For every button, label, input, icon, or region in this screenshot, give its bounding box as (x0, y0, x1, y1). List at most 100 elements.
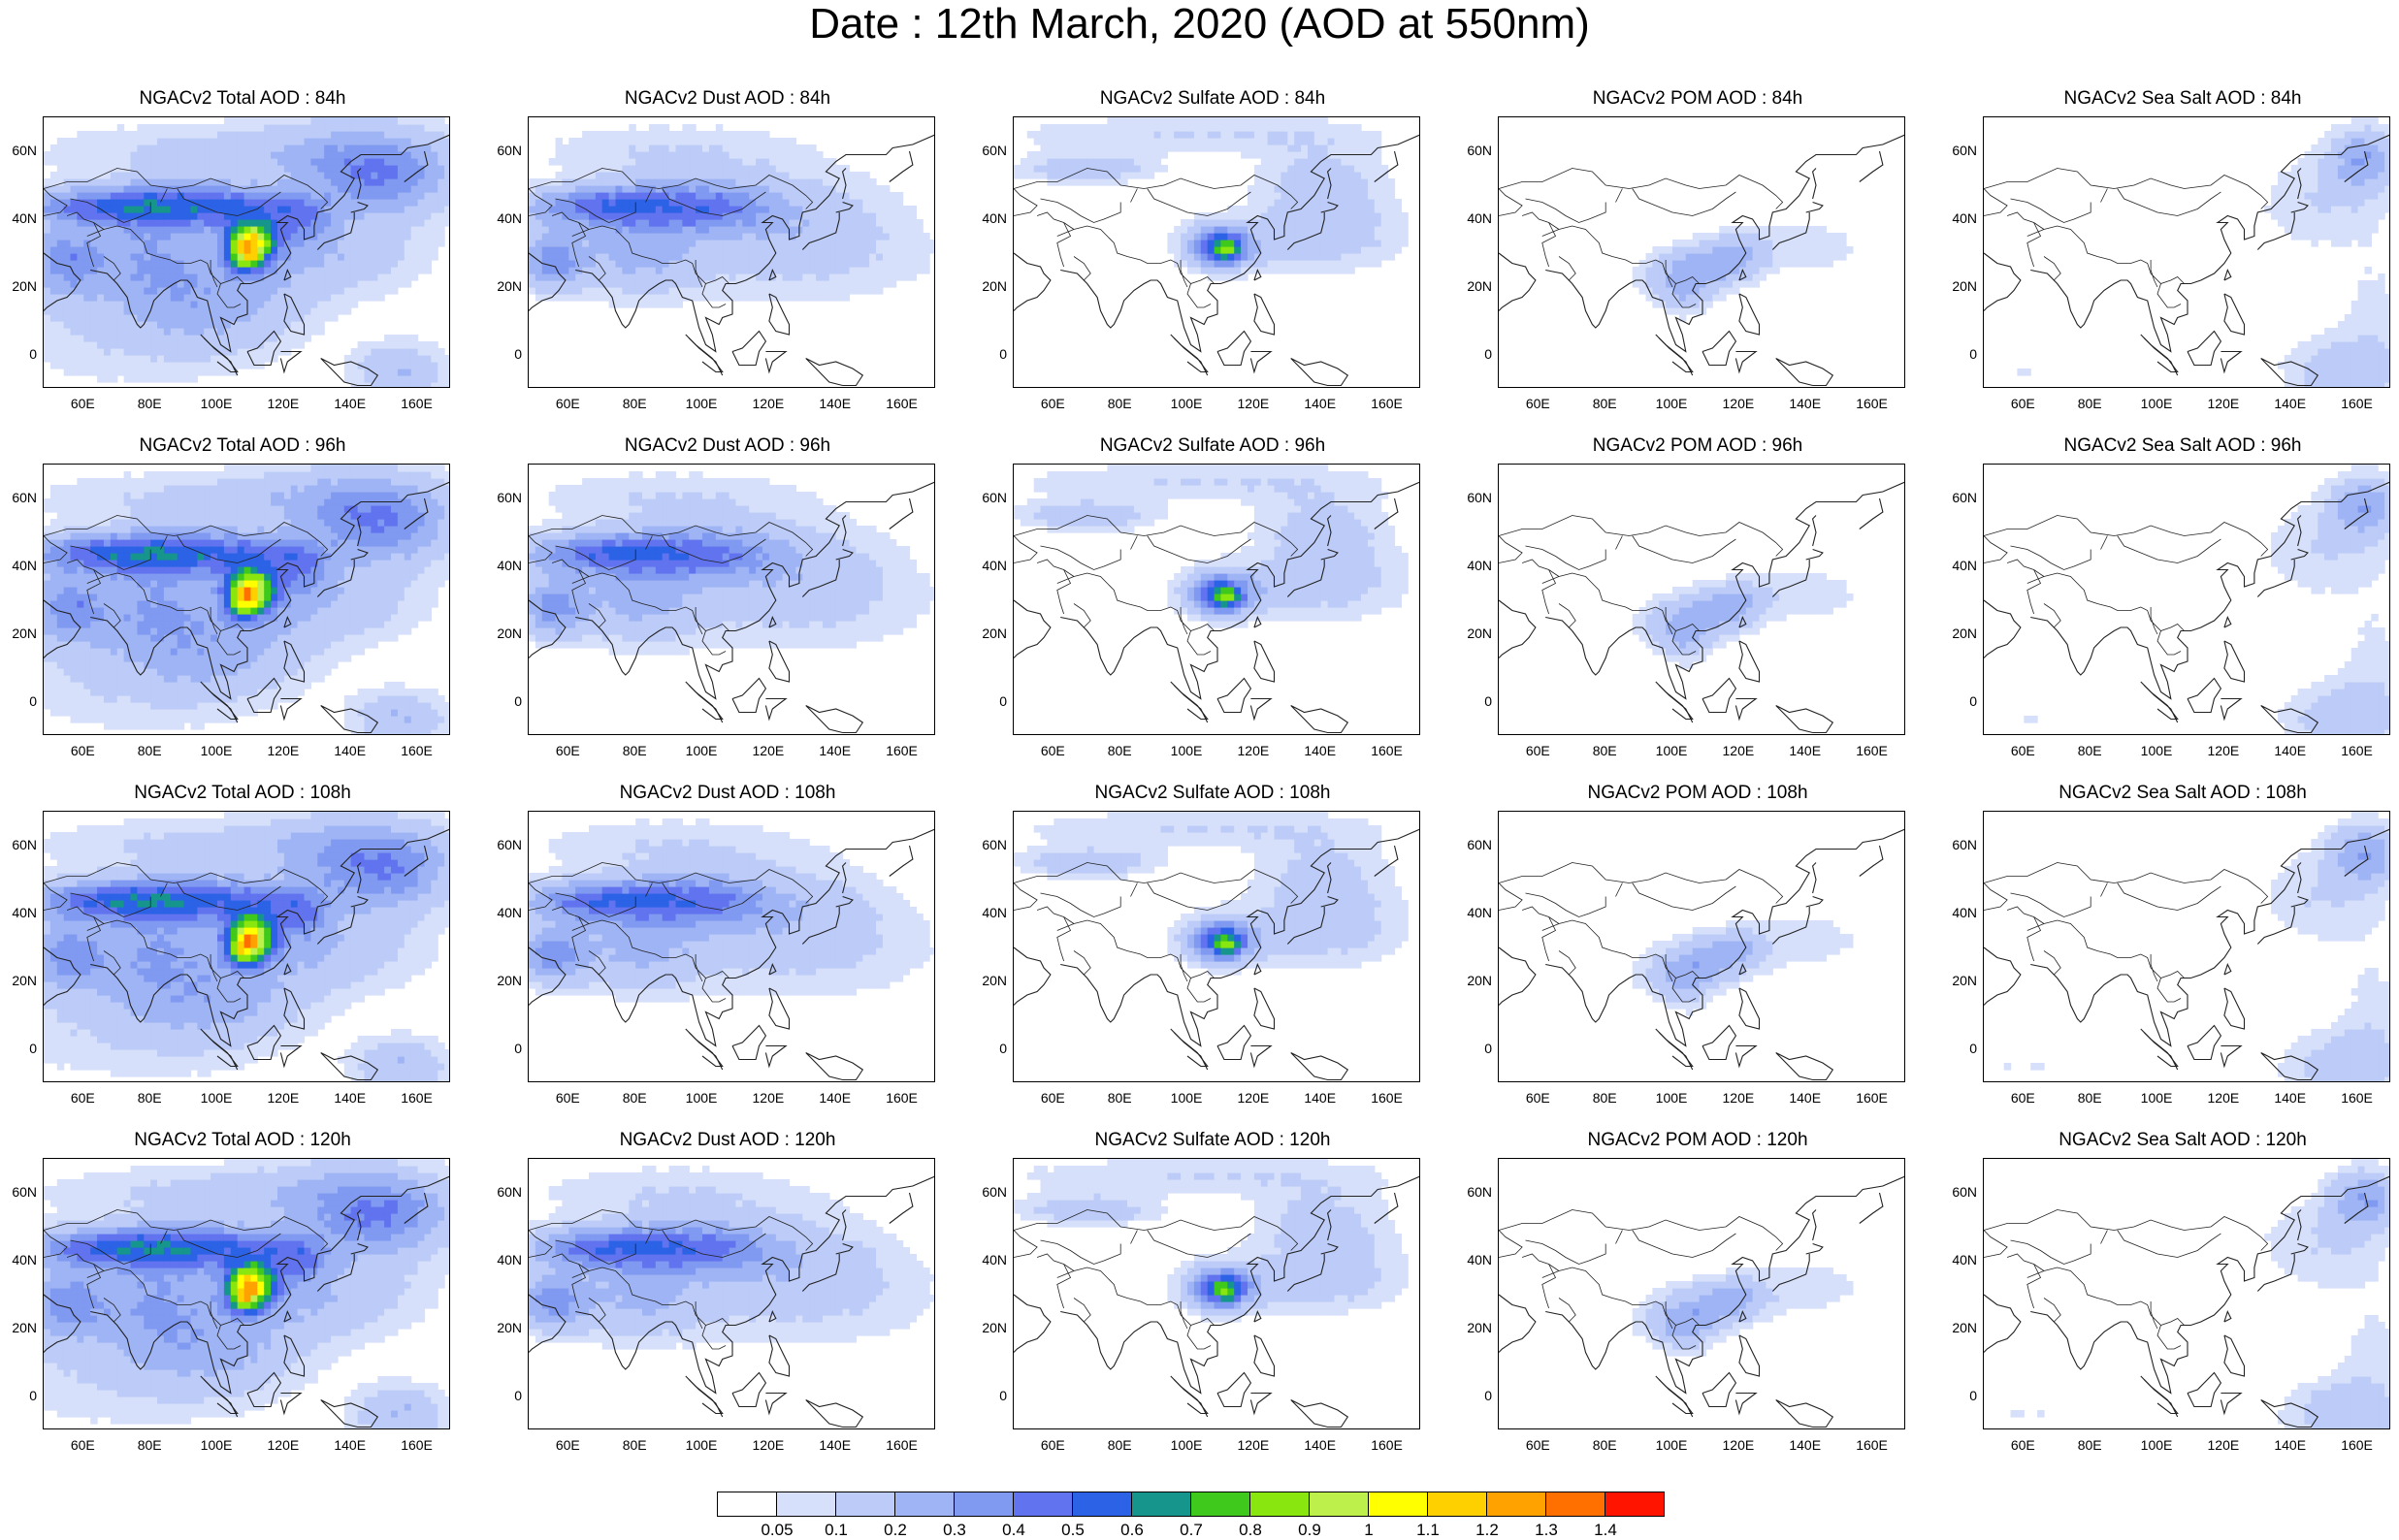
lat-tick-label: 0 (1455, 346, 1492, 362)
coastline (2220, 1392, 2243, 1416)
country-border (2010, 892, 2091, 917)
country-border (1525, 1239, 1606, 1265)
country-border (86, 222, 102, 268)
coastline (44, 946, 81, 1006)
coastline (768, 1334, 791, 1377)
coastline (1253, 1310, 1262, 1323)
country-border (2006, 559, 2045, 577)
lat-tick-label: 60N (970, 490, 1007, 505)
panel-title: NGACv2 POM AOD : 120h (1455, 1129, 1940, 1152)
colorbar-label: 1.1 (1399, 1522, 1457, 1539)
coastline (529, 252, 567, 311)
country-border (571, 222, 587, 268)
coastline (768, 640, 791, 683)
aod-field-map (1499, 828, 1904, 1081)
country-border (44, 168, 329, 216)
aod-field-map (44, 812, 449, 1081)
lat-tick-label: 0 (0, 1041, 37, 1056)
coastline (2290, 895, 2309, 908)
country-border (2026, 222, 2042, 268)
coastline (2256, 212, 2295, 250)
lon-tick-label: 60E (538, 743, 597, 758)
lon-tick-label: 120E (739, 396, 797, 411)
country-border (645, 1230, 653, 1244)
country-border (1984, 515, 2269, 563)
colorbar-label: 0.2 (866, 1522, 924, 1539)
coastline (350, 201, 369, 213)
coastline (1286, 1254, 1325, 1292)
lat-tick-label: 0 (0, 1388, 37, 1403)
coastline (283, 1334, 306, 1377)
country-border (1525, 892, 1606, 917)
country-border (1147, 1230, 1251, 1258)
coastline (1738, 293, 1761, 336)
lon-tick-label: 120E (2194, 1090, 2253, 1106)
lon-tick-label: 80E (1575, 1437, 1634, 1453)
coastline (1738, 269, 1747, 281)
coastline (835, 895, 854, 908)
lat-tick-label: 20N (1455, 1320, 1492, 1335)
country-border (66, 211, 105, 230)
country-border (70, 1239, 151, 1265)
country-border (1521, 211, 1560, 230)
country-border (1040, 892, 1121, 917)
colorbar-swatch (1131, 1492, 1191, 1517)
coastline (529, 1294, 567, 1353)
lat-tick-label: 20N (485, 626, 522, 641)
lon-tick-label: 140E (2261, 396, 2319, 411)
country-border (66, 906, 105, 924)
lon-tick-label: 140E (1776, 1090, 1834, 1106)
coastline (279, 1392, 303, 1416)
coastline (731, 1024, 767, 1061)
colorbar-swatch (717, 1492, 777, 1517)
country-border (86, 569, 102, 615)
map-panel: NGACv2 POM AOD : 84h 60N 40N 20N 0 60E 80E 100E… (1455, 87, 1940, 436)
country-border (2117, 535, 2221, 563)
country-border (44, 515, 329, 563)
country-border (160, 188, 168, 203)
coastline (529, 599, 567, 658)
country-border (1130, 882, 1138, 897)
coastline (2187, 330, 2222, 367)
country-border (2006, 211, 2045, 230)
map-frame (1013, 1158, 1420, 1429)
country-border (2150, 260, 2158, 288)
coastline (2296, 1209, 2302, 1241)
coastline (1249, 697, 1273, 722)
coastline (1320, 895, 1339, 908)
aod-shading (1014, 465, 1409, 628)
lon-tick-label: 160E (2328, 396, 2386, 411)
country-border (2026, 569, 2042, 615)
lon-tick-label: 120E (1224, 743, 1282, 758)
lon-tick-label: 80E (120, 1090, 178, 1106)
coastline (2030, 134, 2389, 353)
country-border (1541, 1264, 1557, 1309)
coastline (1014, 252, 1052, 311)
map-panel: NGACv2 Sulfate AOD : 108h 60N 40N 20N 0 60E 80… (970, 782, 1455, 1131)
coastline (320, 358, 379, 387)
country-border (1499, 1209, 1784, 1258)
lat-tick-label: 40N (1940, 1252, 1977, 1267)
country-border (555, 198, 636, 223)
coastline (1702, 330, 1737, 367)
country-border (551, 1253, 590, 1271)
coastline (801, 212, 840, 250)
lon-tick-label: 60E (1023, 396, 1082, 411)
coastline (1771, 560, 1810, 597)
country-border (1665, 260, 1673, 288)
lat-tick-label: 20N (1940, 278, 1977, 294)
country-border (1147, 535, 1251, 563)
lon-tick-label: 140E (321, 1437, 379, 1453)
map-frame (43, 1158, 450, 1429)
coastline (575, 481, 934, 700)
coastline (768, 616, 777, 628)
coastline (731, 677, 767, 714)
coastline (1253, 640, 1276, 683)
coastline (841, 1209, 847, 1241)
lon-tick-label: 80E (120, 743, 178, 758)
map-frame (1983, 464, 2390, 735)
coastline (575, 134, 934, 353)
coastline (1775, 1399, 1834, 1428)
coastline (283, 963, 292, 976)
country-border (1541, 1267, 1700, 1326)
